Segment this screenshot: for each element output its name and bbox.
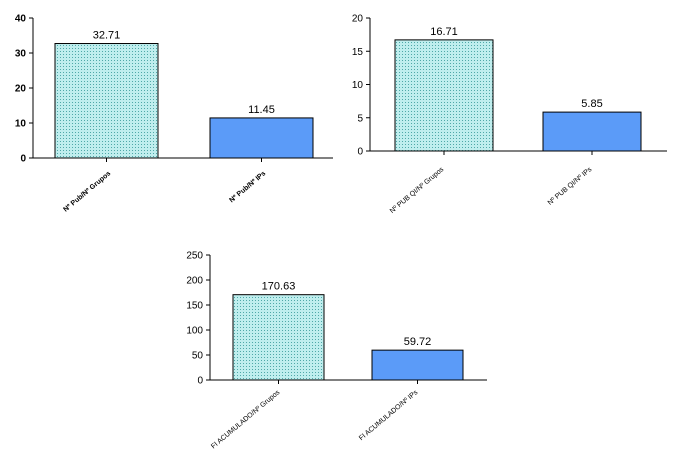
data-label: 59.72 [404,336,432,348]
data-label: 32.71 [93,30,121,42]
data-label: 11.45 [248,104,275,116]
y-tick-label: 10 [352,80,364,91]
y-tick-label: 40 [15,14,27,25]
data-label: 16.71 [430,26,458,38]
bar [232,294,325,381]
data-label: 5.85 [581,98,602,110]
y-tick-label: 20 [352,14,364,25]
bar [54,43,159,159]
bar [394,39,494,152]
y-tick-label: 10 [15,119,27,130]
bar-chart-1: 0 10 20 30 40 32.71 Nº Pub/Nº Grupos 11.45 Nº Pu… [15,14,333,214]
category-label: FI ACUMULADO/Nº Grupos [210,389,282,451]
y-tick-label: 250 [186,251,203,262]
bar-chart-2: 0 5 10 15 20 16.71 Nº PUB QI/Nº Grupos 5.85 Nº P… [352,14,667,215]
y-tick-label: 5 [357,113,363,124]
bar [371,349,464,381]
y-tick-label: 200 [186,276,203,287]
data-label: 170.63 [262,281,296,293]
bar [542,111,642,152]
category-label: Nº Pub/Nº IPs [228,170,267,204]
y-tick-label: 50 [192,351,204,362]
bar-chart-3: 0 50 100 150 200 250 170.63 FI ACUMULADO/Nº Gru… [186,251,487,451]
category-label: Nº Pub/Nº Grupos [62,170,112,213]
y-tick-label: 20 [15,84,27,95]
y-tick-label: 0 [20,154,26,165]
category-label: Nº PUB QI/Nº Grupos [389,166,446,215]
y-tick-label: 0 [357,147,363,158]
y-tick-label: 100 [186,326,203,337]
y-tick-label: 0 [197,376,203,387]
category-label: FI ACUMULADO/Nº IPs [358,389,420,442]
y-tick-label: 30 [15,49,27,60]
y-tick-label: 150 [186,301,203,312]
category-label: Nº PUB QI/Nº IPs [547,166,594,207]
bar [209,117,314,159]
y-tick-label: 15 [352,47,364,58]
